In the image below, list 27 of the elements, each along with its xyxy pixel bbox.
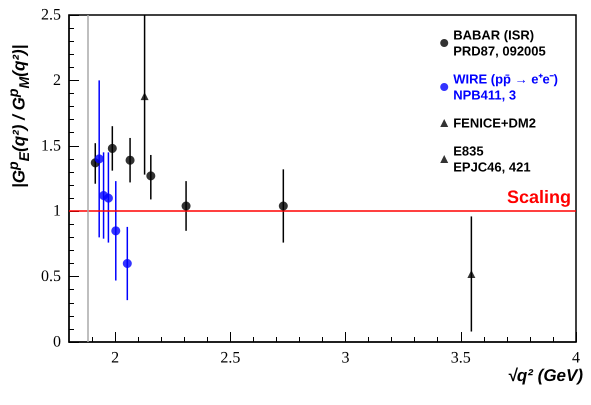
x-tick-label: 2 [111, 350, 120, 366]
x-tick-label: 2.5 [220, 350, 240, 366]
legend-label: BABAR (ISR) PRD87, 092005 [453, 28, 546, 58]
y-tick-label: 1 [53, 202, 61, 220]
x-tick-label: 3.5 [450, 350, 471, 366]
point [278, 201, 288, 210]
point [126, 156, 135, 165]
x-tick-label: 3 [342, 350, 350, 366]
y-tick-label: 2 [53, 72, 61, 89]
point [108, 144, 117, 153]
x-tick-label: 4 [572, 350, 580, 366]
legend-label: FENICE+DM2 [453, 116, 536, 130]
point [122, 259, 132, 268]
ref-line-label: Scaling [506, 187, 571, 208]
point [104, 194, 113, 203]
point [182, 201, 191, 210]
x-axis-title: √q² (GeV) [508, 366, 583, 386]
y-tick-label: 0 [53, 334, 61, 350]
legend-label: E835 EPJC46, 421 [453, 144, 531, 174]
y-tick-label: 0.5 [41, 268, 61, 286]
y-tick-label: 1.5 [41, 137, 61, 154]
point [140, 92, 149, 100]
point [111, 226, 120, 236]
y-tick-label: 2.5 [41, 6, 61, 24]
point [94, 154, 104, 164]
legend-label: WIRE (pp̄ → e⁺e⁻) NPB411, 3 [453, 72, 558, 102]
point [146, 171, 156, 180]
